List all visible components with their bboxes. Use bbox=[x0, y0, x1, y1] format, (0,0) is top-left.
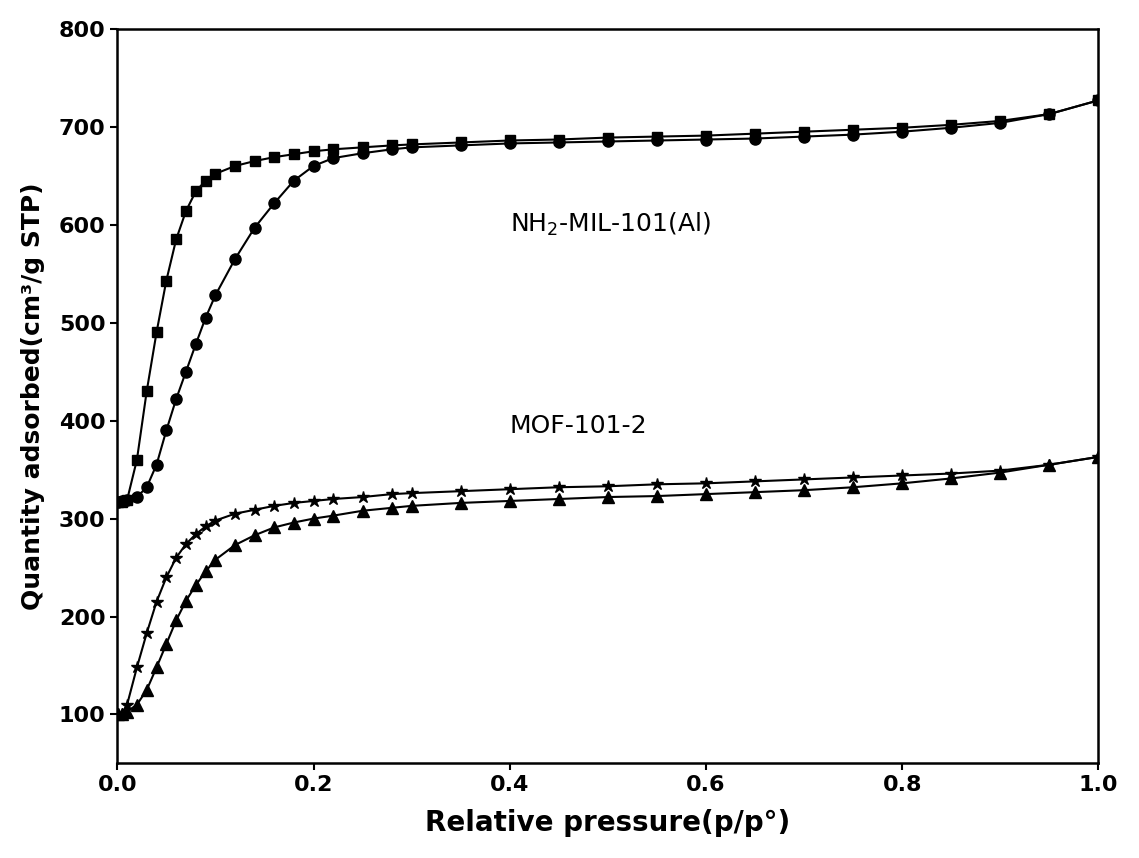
X-axis label: Relative pressure(p/p°): Relative pressure(p/p°) bbox=[425, 809, 790, 837]
Text: NH$_2$-MIL-101(Al): NH$_2$-MIL-101(Al) bbox=[510, 211, 711, 239]
Y-axis label: Quantity adsorbed(cm³/g STP): Quantity adsorbed(cm³/g STP) bbox=[21, 183, 44, 610]
Text: MOF-101-2: MOF-101-2 bbox=[510, 414, 647, 438]
